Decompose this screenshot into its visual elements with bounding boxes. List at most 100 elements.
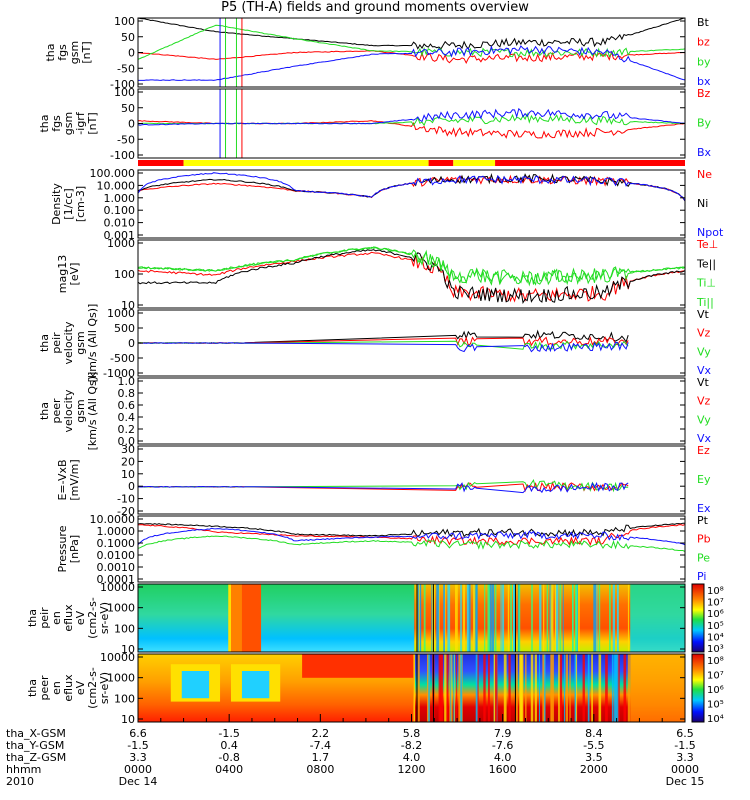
series-vel1-Vx xyxy=(138,341,629,353)
peir_spec-streak xyxy=(593,584,597,652)
series-fgs-bx xyxy=(138,45,685,81)
peer_spec-streak xyxy=(446,654,449,722)
y-tick-label: 30 xyxy=(121,443,135,456)
peer_spec-blob xyxy=(302,654,423,678)
y-tick-label: -20 xyxy=(117,505,135,518)
peir_spec-streak xyxy=(546,584,549,652)
y-tick-label: 50 xyxy=(121,31,135,44)
ephemeris-value: 4.0 xyxy=(402,751,421,764)
ephemeris-value: 1200 xyxy=(397,763,426,776)
page-title: P5 (TH-A) fields and ground moments over… xyxy=(221,0,529,15)
ephemeris-value: 3.5 xyxy=(585,751,603,764)
y-axis-label: [cm-3] xyxy=(74,186,87,222)
y-tick-label: 0.0 xyxy=(118,435,136,448)
y-tick-label: -100 xyxy=(110,149,135,162)
ephemeris-value: 3.3 xyxy=(129,751,147,764)
y-tick-label: 0 xyxy=(128,47,135,60)
peer_spec-streak xyxy=(508,654,511,722)
ephemeris-value: -8.2 xyxy=(400,739,423,752)
peer_spec-streak xyxy=(551,654,554,722)
y-tick-label: 100 xyxy=(114,268,135,281)
y-axis-label: tha xyxy=(38,402,51,420)
peer_spec-streak xyxy=(458,654,462,722)
peir_spec-colorbar-tick: 10⁶ xyxy=(707,609,724,620)
peir_spec-streak xyxy=(460,584,462,652)
panel-temp: 1000 100 10 mag13 [eV] Te⊥ Te|| Ti⊥ Ti|| xyxy=(56,237,718,312)
ephemeris-value: 6.6 xyxy=(129,727,147,740)
y-axis-label: tha xyxy=(38,334,51,352)
legend-vel2-1: Vz xyxy=(697,395,711,408)
peer_spec-streak xyxy=(623,654,627,722)
y-tick-label: -100 xyxy=(110,78,135,91)
y-axis-label: en xyxy=(50,611,63,625)
peir_spec-streak xyxy=(596,584,598,652)
series-density-Npot xyxy=(138,172,685,202)
y-axis-label: velocity xyxy=(62,389,75,432)
series-pressure-Pe xyxy=(138,535,685,552)
ephemeris-value: 7.9 xyxy=(493,727,512,740)
ephemeris-value: 5.8 xyxy=(402,727,421,740)
panel-density-frame xyxy=(137,169,686,239)
panel-peer_spec: 10⁸ 10⁷ 10⁶ 10⁵ 10⁴ 10000 1000 100 10 tha peer en ef… xyxy=(26,651,724,726)
y-tick-label: 1.0000 xyxy=(97,525,136,538)
ephemeris-value: -5.5 xyxy=(583,739,605,752)
peir_spec-streak xyxy=(468,584,471,652)
series-temp-Te|| xyxy=(138,249,685,305)
series-fgs2-Bx xyxy=(138,107,685,126)
y-tick-label: 0.0100 xyxy=(97,549,136,562)
y-axis-label: [mV/m] xyxy=(68,459,81,500)
peer_spec-streak xyxy=(495,654,498,722)
peir_spec-tail xyxy=(630,584,685,652)
y-axis-label: eV xyxy=(74,680,87,695)
peer_spec-streak xyxy=(488,654,490,722)
ephemeris-value: -7.6 xyxy=(491,739,514,752)
peer_spec-blob xyxy=(181,671,210,699)
peer_spec-streak xyxy=(453,654,455,722)
panel-pressure-frame xyxy=(137,515,686,583)
peir_spec-streak xyxy=(609,584,611,652)
peir_spec-streak xyxy=(443,584,445,652)
peir_spec-streak xyxy=(447,584,451,652)
legend-fgs2-2: Bx xyxy=(697,146,712,159)
peir_spec-colorbar-tick: 10⁸ xyxy=(707,586,724,597)
y-axis-label: Density xyxy=(50,183,63,225)
legend-vel1-1: Vz xyxy=(697,327,711,340)
panel-fgs-data xyxy=(138,18,685,87)
peer_spec-streak xyxy=(563,654,566,722)
peer_spec-streak xyxy=(449,654,451,722)
peir_spec-streak xyxy=(462,584,466,652)
legend-density-2: Npot xyxy=(697,226,724,239)
y-tick-label: 0 xyxy=(128,337,135,350)
peir_spec-streak xyxy=(417,584,419,652)
peer_spec-streak xyxy=(477,654,479,722)
peir_spec-colorbar-tick: 10³ xyxy=(707,644,724,655)
legend-temp-0: Te⊥ xyxy=(696,238,718,251)
y-tick-label: -500 xyxy=(110,352,135,365)
y-axis-label: velocity xyxy=(62,321,75,364)
peer_spec-streak xyxy=(438,654,442,722)
y-tick-label: 0.2 xyxy=(118,423,136,436)
y-axis-label: gsm xyxy=(68,41,81,64)
y-axis-label: sr-eV) xyxy=(98,672,111,704)
y-tick-label: 100 xyxy=(114,692,135,705)
y-axis-label: gsm xyxy=(74,331,87,354)
peir_spec-colorbar-tick: 10⁴ xyxy=(707,632,724,643)
peer_spec-tail xyxy=(630,654,685,722)
y-tick-label: 1000 xyxy=(107,672,135,685)
panel-density-data xyxy=(138,172,685,202)
peir_spec-streak xyxy=(423,584,426,652)
peir_spec-streak xyxy=(539,584,542,652)
y-tick-label: 10.000 xyxy=(97,179,136,192)
peer_spec-streak xyxy=(558,654,561,722)
region-bar-segment xyxy=(138,160,184,166)
peir_spec-streak xyxy=(491,584,495,652)
peer_spec-streak xyxy=(569,654,571,722)
peer_spec-streak xyxy=(530,654,534,722)
y-tick-label: 50 xyxy=(121,102,135,115)
ephemeris-name: tha_Y-GSM xyxy=(6,739,65,752)
peir_spec-colorbar-tick: 10⁷ xyxy=(707,598,724,609)
ephemeris-value: -1.5 xyxy=(127,739,149,752)
